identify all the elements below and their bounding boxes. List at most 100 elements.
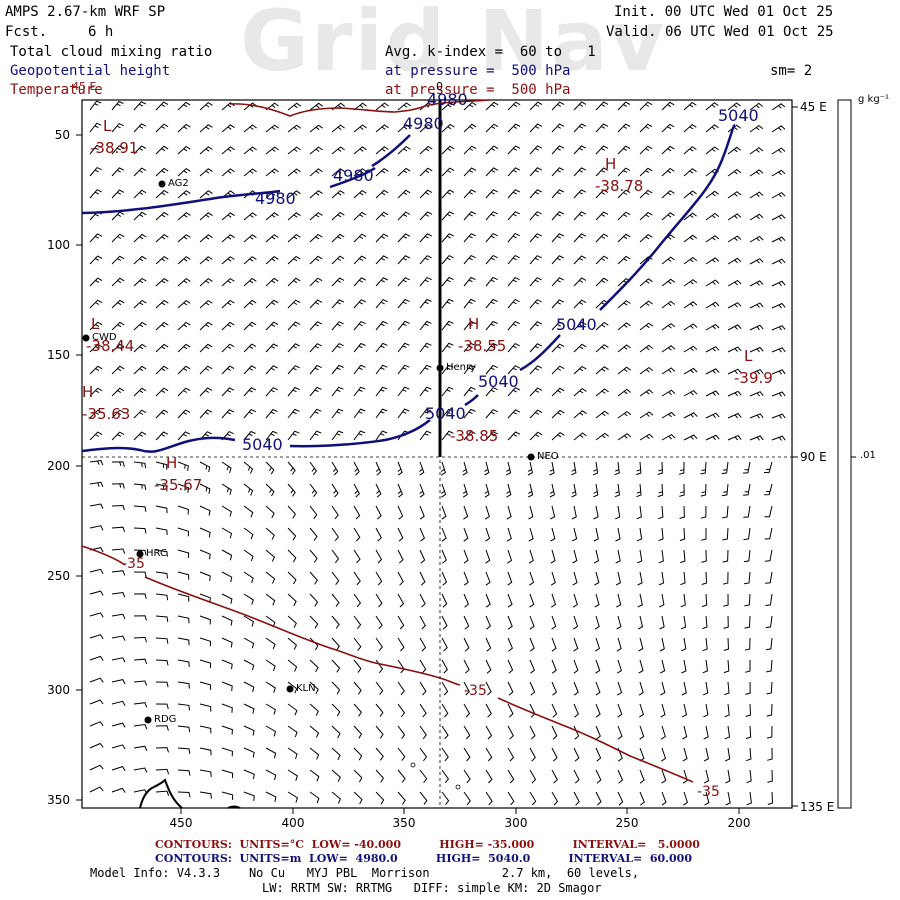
wind-barb [134,234,146,242]
wind-barb [244,410,256,418]
y-tick-200: 200 [0,459,70,473]
wind-barb [332,726,340,738]
wind-barb [266,770,276,780]
wind-barb [486,190,498,198]
wind-barb [681,616,686,629]
wind-barb [662,792,666,805]
wind-barb [398,212,410,220]
wind-barb [200,572,210,581]
wind-barb [573,550,577,563]
wind-barb [332,278,344,286]
wind-barb [222,125,235,132]
wind-barb [683,770,687,783]
wind-barb [529,506,533,519]
contour-5040-b [290,420,430,446]
wind-barb [618,389,631,396]
wind-barb [530,212,542,220]
wind-barb [442,212,454,220]
wind-barb [706,214,719,221]
wind-barb [332,387,343,396]
wind-barb [683,792,687,805]
wind-barb [310,528,317,541]
wind-barb [684,435,697,440]
wind-barb [112,300,124,308]
wind-barb [266,660,275,671]
wind-barb [486,770,492,783]
wind-barb [486,550,490,563]
wind-barb [552,704,557,717]
wind-barb [725,770,730,783]
wind-barb [442,190,454,198]
wind-barb [684,258,697,265]
wind-barb [156,323,168,331]
extremum-l-2-value: -38.44 [86,338,134,354]
wind-barb [595,616,599,629]
wind-barb [354,234,366,242]
wind-barb [661,726,665,739]
wind-barb [442,682,448,695]
wind-barb [376,770,383,782]
wind-barb [134,190,146,198]
wind-barb [552,366,564,374]
wind-barb [398,770,405,783]
wind-barb [288,484,295,496]
wind-barb [288,257,300,265]
wind-barb [200,344,212,352]
wind-barb [310,462,316,475]
wind-barb [530,748,535,761]
wind-barb [772,126,785,132]
wind-barb [486,124,498,132]
wind-barb [244,682,254,692]
wind-barb [596,433,609,440]
wind-barb [618,434,631,440]
wind-barb [682,704,686,717]
wind-barb [765,528,772,539]
wind-barb [222,506,231,517]
wind-barb [156,638,168,644]
wind-barb [376,234,388,242]
wind-barb [420,147,432,155]
wind-barb [530,366,542,374]
wind-barb [768,792,773,805]
wind-barb [615,462,620,475]
wind-barb [266,484,274,496]
wind-barb [463,506,467,519]
wind-barb [420,550,425,563]
wind-barb [442,638,447,651]
wind-barb [354,322,366,330]
label-4980-a: 4980 [255,189,296,208]
wind-barb [530,344,542,352]
wind-barb [288,506,295,518]
wind-barb [530,682,535,695]
wind-barb [767,726,772,738]
wind-barb [156,704,168,709]
wind-barb [772,304,785,309]
wind-barb [90,168,102,176]
wind-barb [618,256,630,264]
wind-barb [134,212,146,220]
wind-barb [332,792,340,804]
wind-barb [244,792,254,801]
wind-barb [662,346,675,352]
wind-barb [244,344,256,352]
wind-barb [112,767,125,771]
wind-barb [640,235,652,242]
wind-barb [464,748,470,761]
wind-barb [658,484,663,497]
wind-barb [178,726,190,732]
wind-barb [640,168,652,176]
wind-barb [442,792,449,805]
extremum-h-2-value: -38.55 [458,338,506,354]
wind-barb [156,124,168,132]
wind-barb [178,748,190,754]
wind-barb [573,616,577,629]
wind-barb [617,638,621,651]
wind-barb [530,616,534,629]
wind-barb [266,726,276,736]
wind-barb [530,278,542,286]
wind-barb [200,147,212,154]
label-5040-c: 5040 [478,372,519,391]
wind-barb [420,748,427,761]
wind-barb [222,726,232,735]
wind-barb [728,281,741,287]
